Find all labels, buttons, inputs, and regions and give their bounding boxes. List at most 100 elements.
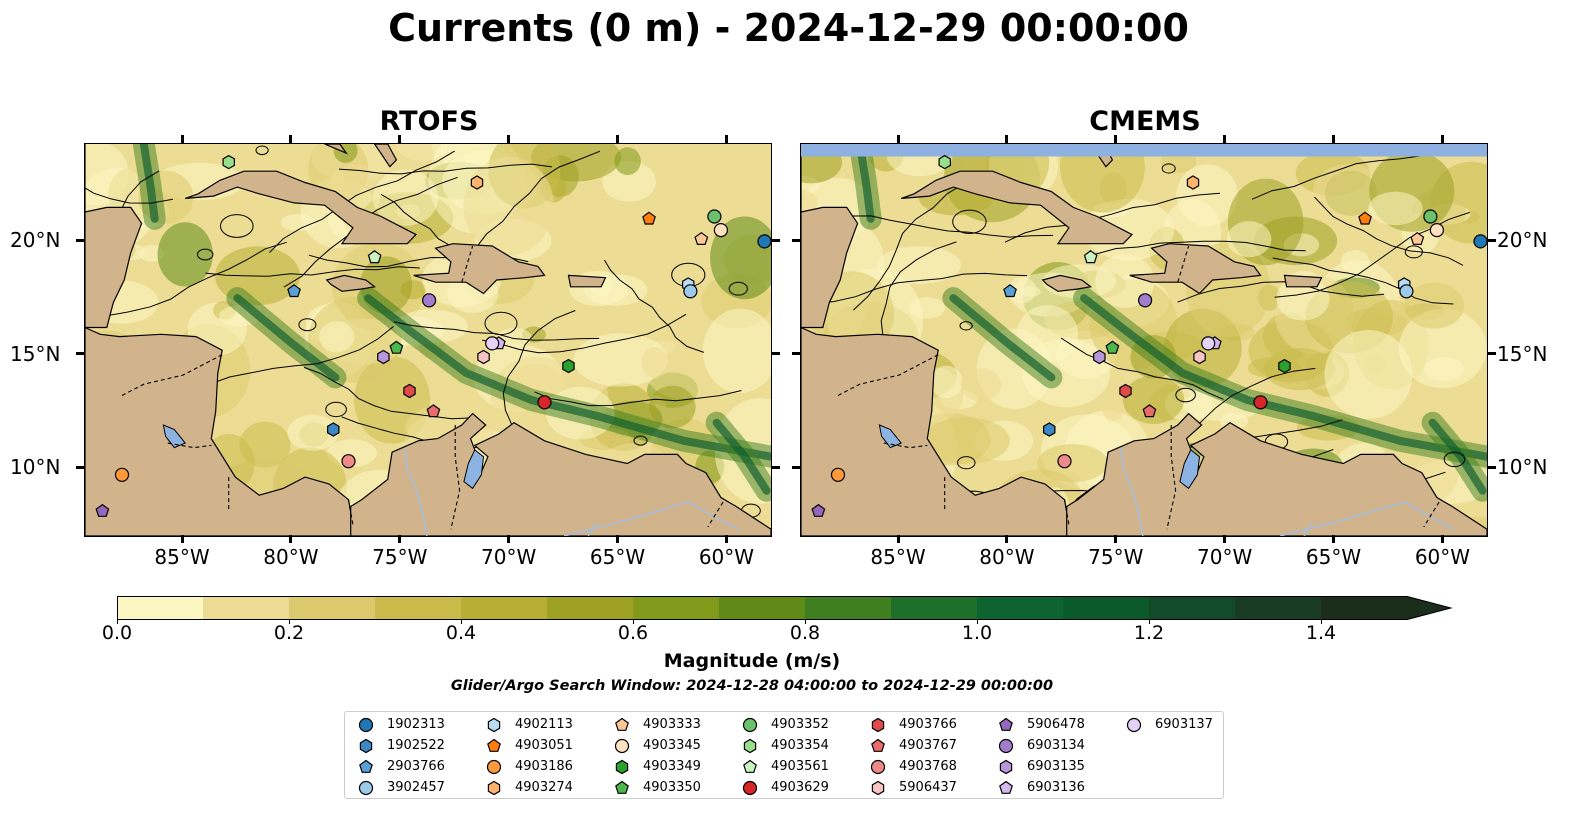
platform-marker-1902522 [327, 422, 340, 437]
magnitude-patch [319, 321, 355, 353]
lat-tick-label-left: 15°N [10, 341, 61, 366]
colorbar-tick-label: 0.8 [789, 622, 821, 644]
magnitude-patch [710, 216, 771, 300]
legend-label: 2903766 [387, 759, 445, 774]
magnitude-patch [573, 333, 668, 387]
streamline [1094, 240, 1306, 255]
platform-marker-1902313 [757, 234, 771, 249]
colorbar-tick-label: 0.4 [445, 622, 477, 644]
eddy [728, 281, 748, 296]
hexagon-marker-icon [487, 717, 501, 732]
platform-marker-4903766 [403, 383, 416, 399]
platform-marker-5906478 [811, 503, 826, 517]
legend-label: 4903274 [515, 780, 573, 795]
lon-tick-bottom [896, 535, 900, 543]
eddy [255, 145, 269, 156]
platform-marker-4903333 [694, 231, 709, 246]
eddy [952, 209, 987, 235]
colorbar-segment [977, 596, 1064, 620]
map-panel-cmems [800, 143, 1488, 537]
colorbar-segment [203, 596, 290, 620]
country-border [1063, 499, 1070, 525]
land-puerto-rico [567, 274, 607, 288]
colorbar-segment [289, 596, 376, 620]
legend-label: 4903352 [771, 717, 829, 732]
legend-label: 6903136 [1027, 780, 1085, 795]
legend-item: 4903629 [741, 777, 829, 798]
legend-label: 4903333 [643, 717, 701, 732]
platform-marker-4903051 [642, 211, 656, 225]
magnitude-patch [614, 147, 641, 176]
colorbar-tick-mark [804, 620, 806, 624]
lon-tick-bottom [1440, 535, 1444, 543]
country-border [347, 499, 354, 525]
lon-tick-top [1005, 135, 1009, 143]
streamline [85, 187, 173, 204]
lon-tick-label-cmems: 65°W [1305, 545, 1362, 569]
map-rtofs-canvas [85, 144, 771, 536]
magnitude-patch [1276, 277, 1330, 321]
pentagon-marker-icon [871, 738, 885, 752]
land-jamaica [325, 274, 377, 292]
land-bahamas-2 [373, 144, 398, 168]
lon-tick-top [1223, 135, 1227, 143]
legend-label: 4903629 [771, 780, 829, 795]
platform-marker-4903629 [537, 395, 552, 410]
legend-item: 4903345 [613, 735, 701, 756]
legend-item: 6903135 [997, 756, 1085, 777]
colorbar-segment [1321, 596, 1408, 620]
magnitude-patch [704, 156, 757, 182]
platform-marker-5906478 [95, 503, 110, 517]
colorbar-segment [547, 596, 634, 620]
legend-item: 4903333 [613, 714, 701, 735]
jet-core [233, 294, 340, 382]
lat-tick-label-right: 10°N [1497, 455, 1548, 480]
colorbar-tick-mark [632, 620, 634, 624]
platform-marker-4903274 [1186, 175, 1200, 190]
lon-tick-top [398, 135, 402, 143]
streamline [85, 241, 287, 320]
legend-item: 4902113 [485, 714, 573, 735]
platform-marker-6903134 [422, 293, 437, 308]
lat-tick-label-left: 10°N [10, 455, 61, 480]
lon-tick-top [180, 135, 184, 143]
legend-item: 4903051 [485, 735, 573, 756]
magnitude-patch [1264, 348, 1336, 391]
platform-marker-4903768 [341, 454, 356, 469]
platform-marker-5906437 [1193, 349, 1206, 365]
legend-label: 4903767 [899, 738, 957, 753]
jet-core [1428, 418, 1487, 495]
magnitude-patch [641, 346, 669, 379]
lon-tick-bottom [289, 535, 293, 543]
circle-marker-icon [1126, 717, 1142, 732]
jet-core [712, 418, 771, 495]
lon-tick-label-rtofs: 65°W [589, 545, 646, 569]
jet-core [1080, 294, 1487, 461]
magnitude-patch [1102, 398, 1123, 422]
legend-label: 4903349 [643, 759, 701, 774]
lon-tick-label-rtofs: 70°W [481, 545, 537, 569]
eddy [1404, 245, 1423, 259]
lat-tick-label-right: 15°N [1497, 341, 1548, 366]
legend-item: 4903352 [741, 714, 829, 735]
platform-marker-4903561 [1083, 250, 1098, 264]
lat-tick-left [792, 238, 800, 242]
lake-nicaragua [162, 424, 187, 449]
pentagon-marker-icon [615, 780, 629, 794]
lon-tick-top [616, 135, 620, 143]
platform-marker-4903767 [426, 404, 441, 418]
streamline [853, 175, 987, 311]
magnitude-patch [602, 161, 657, 202]
legend-item: 4903186 [485, 756, 573, 777]
jet-core [364, 294, 771, 461]
colorbar-tick-mark [1320, 620, 1322, 624]
jet-core [855, 144, 875, 223]
platform-marker-4903333 [1410, 231, 1425, 246]
colorbar-tick-label: 0.6 [617, 622, 649, 644]
magnitude-patch [649, 385, 696, 429]
legend-item: 4903354 [741, 735, 829, 756]
circle-marker-icon [998, 738, 1014, 753]
magnitude-patch [1404, 282, 1465, 329]
magnitude-patch [1313, 164, 1387, 219]
colorbar-segment [633, 596, 720, 620]
